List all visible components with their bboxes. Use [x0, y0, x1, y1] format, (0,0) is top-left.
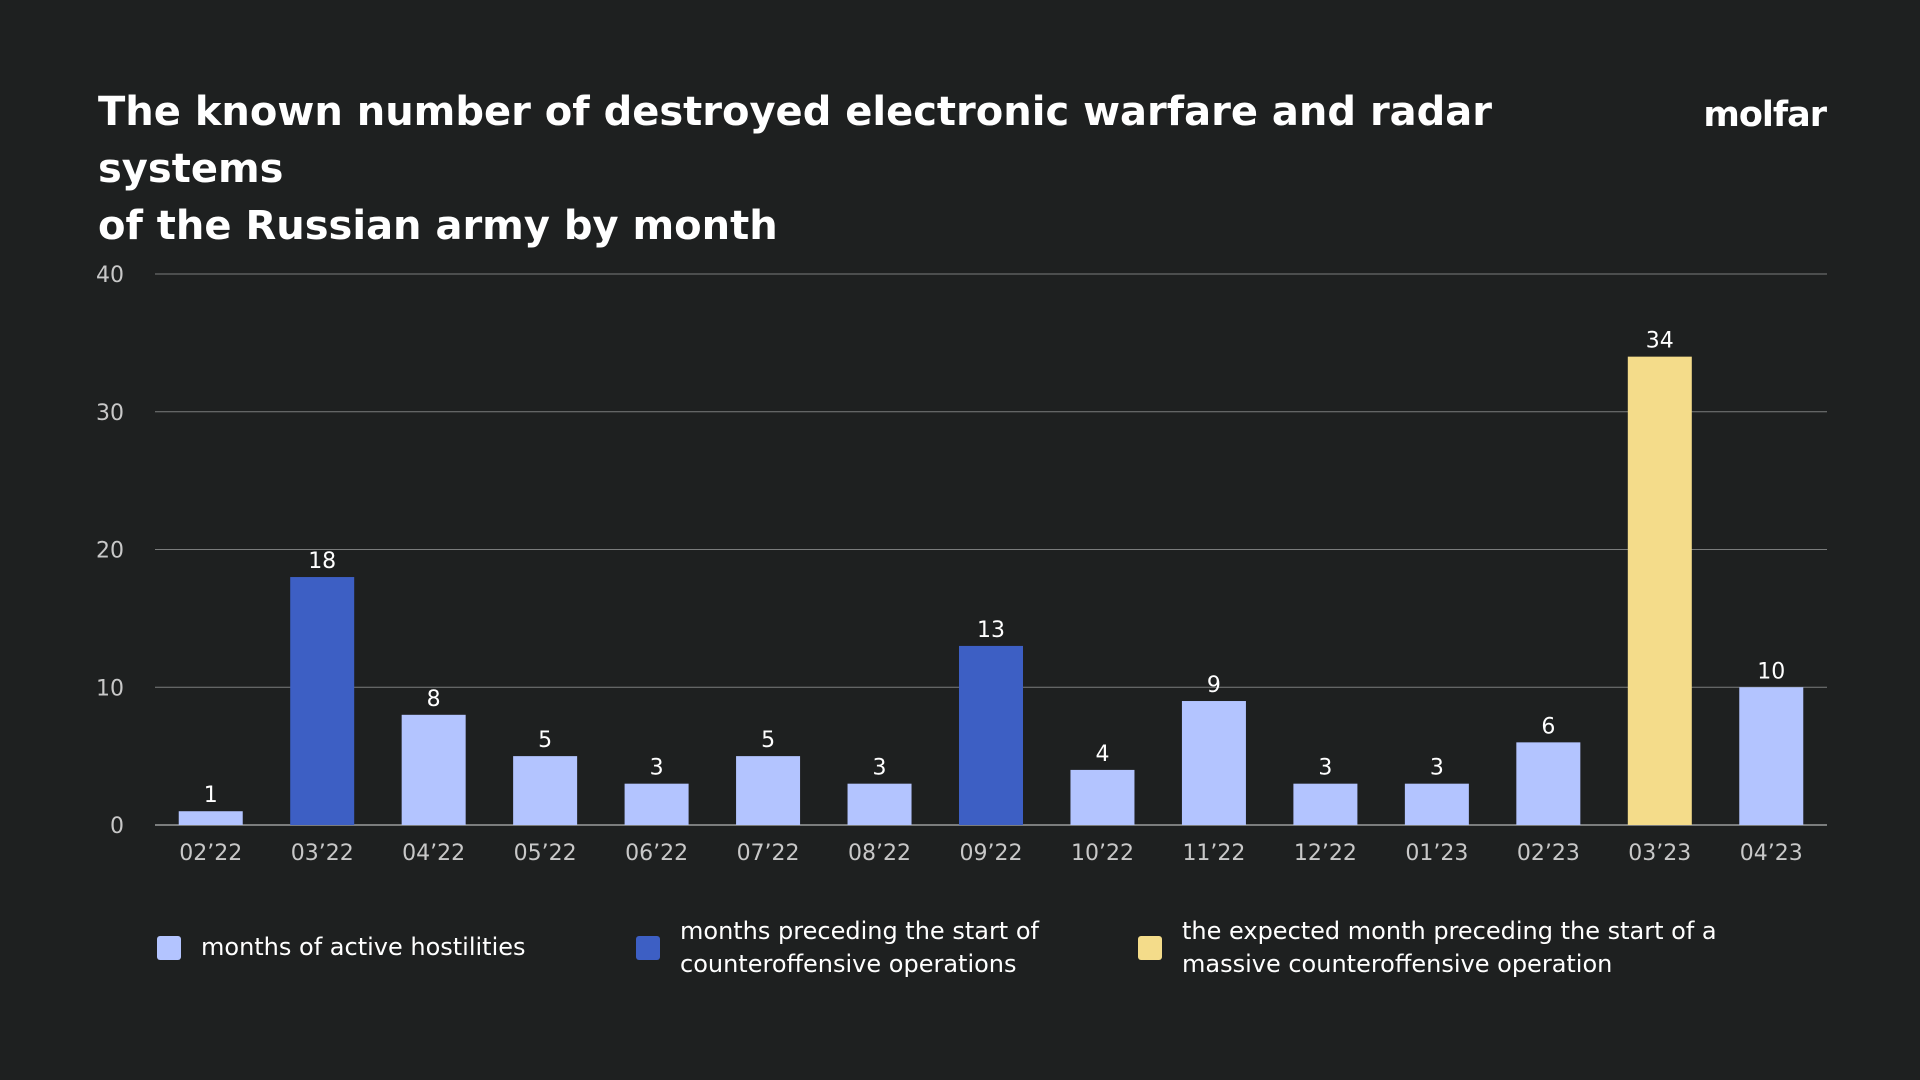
x-tick-label: 01’23 — [1405, 841, 1468, 866]
legend-item-preceding: months preceding the start of counteroff… — [636, 915, 1039, 981]
data-label: 3 — [873, 756, 887, 781]
molfar-logo: molfar — [1703, 95, 1827, 135]
data-label: 6 — [1541, 714, 1555, 739]
bar-chart: 0 10 20 30 40 1 18 8 5 3 5 3 13 4 9 3 3 6 34 10 02’22 03’22… — [96, 263, 1827, 866]
chart-title: The known number of destroyed electronic… — [98, 84, 1618, 255]
y-tick-label: 10 — [96, 676, 124, 701]
x-tick-label: 07’22 — [737, 841, 800, 866]
x-tick-label: 02’23 — [1517, 841, 1580, 866]
x-tick-label: 04’23 — [1740, 841, 1803, 866]
bar — [624, 783, 689, 825]
bar — [1404, 783, 1469, 825]
x-tick-label: 10’22 — [1071, 841, 1134, 866]
x-axis-ticks: 02’22 03’22 04’22 05’22 06’22 07’22 08’22 09’22… — [179, 841, 1803, 866]
y-tick-label: 20 — [96, 539, 124, 564]
data-label: 5 — [538, 728, 552, 753]
x-tick-label: 05’22 — [514, 841, 577, 866]
x-tick-label: 08’22 — [848, 841, 911, 866]
data-label: 9 — [1207, 673, 1221, 698]
y-axis-ticks: 0 10 20 30 40 — [96, 263, 124, 839]
data-label: 34 — [1646, 329, 1674, 354]
x-tick-label: 11’22 — [1182, 841, 1245, 866]
bar — [1627, 356, 1692, 825]
legend-item-active: months of active hostilities — [157, 931, 526, 964]
bar — [1070, 769, 1135, 825]
bar — [847, 783, 912, 825]
data-label: 3 — [650, 756, 664, 781]
data-label: 10 — [1757, 659, 1785, 684]
legend-label-expected: the expected month preceding the start o… — [1182, 917, 1717, 978]
bars — [178, 356, 1804, 825]
data-label: 1 — [204, 783, 218, 808]
data-label: 13 — [977, 618, 1005, 643]
data-label: 3 — [1318, 756, 1332, 781]
x-tick-label: 03’22 — [291, 841, 354, 866]
legend-swatch-preceding — [636, 936, 660, 960]
y-tick-label: 40 — [96, 263, 124, 288]
data-label: 8 — [427, 687, 441, 712]
bar — [513, 756, 578, 825]
y-tick-label: 30 — [96, 401, 124, 426]
legend-swatch-expected — [1138, 936, 1162, 960]
x-tick-label: 04’22 — [402, 841, 465, 866]
bar — [1739, 687, 1804, 825]
x-tick-label: 06’22 — [625, 841, 688, 866]
x-tick-label: 09’22 — [960, 841, 1023, 866]
chart-title-line-2: of the Russian army by month — [98, 203, 778, 249]
value-labels: 1 18 8 5 3 5 3 13 4 9 3 3 6 34 10 — [204, 329, 1786, 809]
legend-label-preceding: months preceding the start of counteroff… — [680, 917, 1039, 978]
x-tick-label: 12’22 — [1294, 841, 1357, 866]
bar — [736, 756, 801, 825]
bar — [290, 577, 355, 825]
bar — [1516, 742, 1581, 825]
bar — [401, 714, 466, 825]
bar — [959, 645, 1023, 825]
data-label: 4 — [1095, 742, 1109, 767]
legend: months of active hostilities months prec… — [0, 915, 1920, 1005]
legend-label-active: months of active hostilities — [201, 933, 526, 961]
data-label: 18 — [308, 549, 336, 574]
data-label: 5 — [761, 728, 775, 753]
legend-item-expected: the expected month preceding the start o… — [1138, 915, 1717, 981]
bar — [1181, 701, 1246, 825]
data-label: 3 — [1430, 756, 1444, 781]
bar — [1293, 783, 1358, 825]
x-tick-label: 03’23 — [1628, 841, 1691, 866]
bar — [178, 811, 243, 825]
y-tick-label: 0 — [110, 814, 124, 839]
legend-swatch-active — [157, 935, 181, 960]
x-tick-label: 02’22 — [179, 841, 242, 866]
chart-title-line-1: The known number of destroyed electronic… — [98, 89, 1493, 192]
